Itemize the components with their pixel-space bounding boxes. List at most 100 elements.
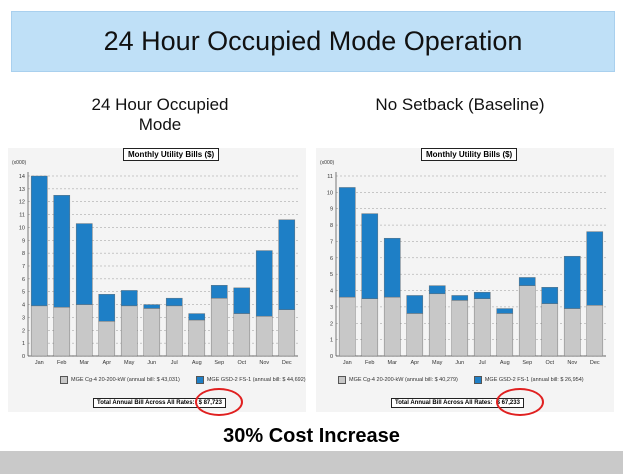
y-tick-label: 0 xyxy=(330,354,333,360)
legend-label-rate-a: MGE Cg-4 20-200-kW (annual bill: $ 40,27… xyxy=(349,377,458,383)
y-tick-label: 0 xyxy=(22,354,25,360)
bar-jun-series-0 xyxy=(451,300,469,357)
y-tick-label: 1 xyxy=(22,341,25,347)
chart-right: (x000) 0 1 2 3 4 5 6 7 8 9 10 11 Jan Feb Mar Apr May Jun Ju… xyxy=(316,148,614,416)
chart-left-legend: MGE Cg-4 20-200-kW (annual bill: $ 43,03… xyxy=(60,376,322,384)
legend-label-rate-b: MGE GSD-2 FS-1 (annual bill: $ 44,692) xyxy=(206,377,306,383)
bar-jun-series-1 xyxy=(143,304,161,309)
x-tick-label: Apr xyxy=(410,360,419,366)
y-tick-label: 8 xyxy=(22,251,25,257)
bar-oct-series-0 xyxy=(233,313,251,357)
y-tick-label: 1 xyxy=(330,338,333,344)
y-tick-label: 4 xyxy=(22,303,25,309)
y-tick-label: 12 xyxy=(19,200,25,206)
x-tick-label: Feb xyxy=(365,360,374,366)
total-label: Total Annual Bill Across All Rates: xyxy=(395,400,493,406)
bar-dec-series-1 xyxy=(278,219,296,310)
x-tick-label: May xyxy=(124,360,135,366)
x-tick-label: May xyxy=(432,360,443,366)
bar-mar-series-1 xyxy=(383,237,401,298)
chart-right-plot: (x000) 0 1 2 3 4 5 6 7 8 9 10 11 Jan Feb Mar Apr May Jun Ju… xyxy=(320,160,606,366)
x-tick-label: Jun xyxy=(455,360,464,366)
bar-feb-series-1 xyxy=(361,213,379,299)
bar-jul-series-1 xyxy=(165,297,183,307)
y-unit-label: (x000) xyxy=(12,160,27,166)
y-tick-label: 9 xyxy=(22,238,25,244)
y-tick-label: 3 xyxy=(330,305,333,311)
x-tick-label: Aug xyxy=(192,360,202,366)
x-tick-label: Jun xyxy=(147,360,156,366)
bar-jan-series-0 xyxy=(30,305,48,357)
bar-may-series-0 xyxy=(120,305,138,357)
x-tick-label: Feb xyxy=(57,360,66,366)
legend-swatch-rate-a xyxy=(60,376,68,384)
bar-may-series-0 xyxy=(428,293,446,357)
left-panel-heading: 24 Hour Occupied Mode xyxy=(60,95,260,135)
bar-jun-series-0 xyxy=(143,308,161,357)
y-tick-label: 5 xyxy=(22,290,25,296)
legend-label-rate-b: MGE GSD-2 FS-1 (annual bill: $ 26,954) xyxy=(484,377,584,383)
bar-jan-series-1 xyxy=(338,187,356,298)
y-tick-label: 8 xyxy=(330,223,333,229)
legend-swatch-rate-a xyxy=(338,376,346,384)
x-tick-label: Aug xyxy=(500,360,510,366)
y-tick-label: 10 xyxy=(19,225,25,231)
x-tick-label: Mar xyxy=(80,360,90,366)
y-tick-label: 7 xyxy=(22,264,25,270)
bar-nov-series-0 xyxy=(255,315,273,357)
bar-nov-series-1 xyxy=(255,250,273,317)
bar-aug-series-0 xyxy=(188,319,206,357)
chart-left-title: Monthly Utility Bills ($) xyxy=(123,148,220,161)
bar-sep-series-0 xyxy=(518,285,536,357)
y-tick-label: 11 xyxy=(327,174,333,180)
chart-right-title: Monthly Utility Bills ($) xyxy=(421,148,518,161)
bar-apr-series-0 xyxy=(98,321,116,357)
bar-apr-series-1 xyxy=(406,295,424,314)
bar-dec-series-1 xyxy=(586,231,604,306)
x-tick-label: Jul xyxy=(171,360,178,366)
x-tick-label: Dec xyxy=(590,360,600,366)
legend-label-rate-a: MGE Cg-4 20-200-kW (annual bill: $ 43,03… xyxy=(71,377,180,383)
bar-apr-series-1 xyxy=(98,294,116,322)
y-tick-label: 4 xyxy=(330,289,333,295)
y-tick-label: 10 xyxy=(327,190,333,196)
bar-jul-series-0 xyxy=(473,298,491,357)
x-tick-label: Sep xyxy=(214,360,224,366)
bar-feb-series-0 xyxy=(53,306,71,357)
left-heading-line1: 24 Hour Occupied xyxy=(91,95,229,114)
slide-title: 24 Hour Occupied Mode Operation xyxy=(103,26,523,56)
bar-nov-series-1 xyxy=(563,255,581,309)
bar-oct-series-1 xyxy=(541,287,559,304)
right-panel-heading: No Setback (Baseline) xyxy=(360,95,560,115)
x-tick-label: Jul xyxy=(479,360,486,366)
y-tick-label: 7 xyxy=(330,239,333,245)
x-tick-label: Jan xyxy=(343,360,352,366)
chart-right-legend: MGE Cg-4 20-200-kW (annual bill: $ 40,27… xyxy=(338,376,600,384)
total-highlight-circle xyxy=(496,388,544,416)
headline: 30% Cost Increase xyxy=(223,425,400,447)
y-tick-label: 13 xyxy=(19,187,25,193)
y-tick-label: 6 xyxy=(330,256,333,262)
bar-nov-series-0 xyxy=(563,308,581,357)
y-tick-label: 9 xyxy=(330,207,333,213)
x-tick-label: Nov xyxy=(567,360,577,366)
bar-oct-series-1 xyxy=(233,287,251,314)
bar-mar-series-1 xyxy=(75,223,93,305)
legend-swatch-rate-b xyxy=(473,376,482,384)
bar-aug-series-0 xyxy=(496,313,514,357)
x-tick-label: Oct xyxy=(237,360,246,366)
bar-dec-series-0 xyxy=(278,309,296,357)
bar-sep-series-1 xyxy=(210,285,228,299)
bar-may-series-1 xyxy=(120,290,138,307)
y-tick-label: 2 xyxy=(330,321,333,327)
bar-jul-series-0 xyxy=(165,305,183,357)
y-unit-label: (x000) xyxy=(320,160,335,166)
y-tick-label: 3 xyxy=(22,315,25,321)
bar-jan-series-0 xyxy=(338,296,356,357)
x-tick-label: Sep xyxy=(522,360,532,366)
x-tick-label: Mar xyxy=(388,360,398,366)
chart-left: (x000) 0 1 2 3 4 5 6 7 8 9 10 11 12 13 14 Jan Feb Mar Apr Ma… xyxy=(8,148,306,416)
x-tick-label: Oct xyxy=(545,360,554,366)
footer-bar xyxy=(0,451,623,474)
total-label: Total Annual Bill Across All Rates: xyxy=(97,400,195,406)
